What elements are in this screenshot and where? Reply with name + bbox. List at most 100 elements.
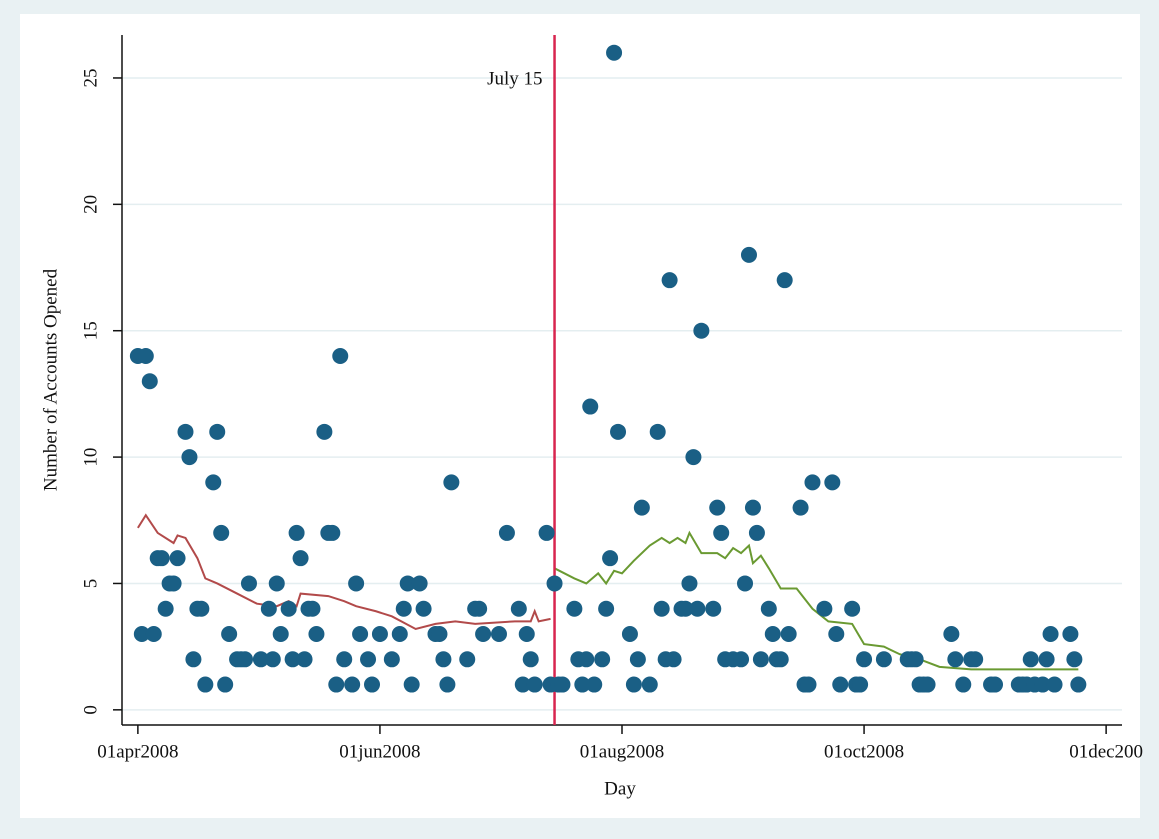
point	[518, 626, 535, 643]
point	[625, 676, 642, 693]
point	[621, 626, 638, 643]
point	[459, 651, 476, 668]
point	[332, 347, 349, 364]
point	[510, 600, 527, 617]
point	[752, 651, 769, 668]
point	[403, 676, 420, 693]
y-tick-label: 10	[80, 448, 101, 467]
point	[296, 651, 313, 668]
point	[185, 651, 202, 668]
point	[594, 651, 611, 668]
point	[435, 651, 452, 668]
point	[633, 499, 650, 516]
point	[852, 676, 869, 693]
point	[1062, 626, 1079, 643]
point	[967, 651, 984, 668]
point	[681, 575, 698, 592]
point	[1046, 676, 1063, 693]
point	[240, 575, 257, 592]
point	[411, 575, 428, 592]
point	[137, 347, 154, 364]
point	[475, 626, 492, 643]
point	[498, 524, 515, 541]
y-tick-label: 15	[80, 321, 101, 340]
point	[598, 600, 615, 617]
point	[955, 676, 972, 693]
x-tick-label: 01dec200	[1069, 741, 1143, 762]
point	[554, 676, 571, 693]
y-tick-label: 5	[80, 579, 101, 589]
point	[324, 524, 341, 541]
point	[352, 626, 369, 643]
trend-line	[137, 513, 551, 631]
point	[217, 676, 234, 693]
point	[391, 626, 408, 643]
point	[165, 575, 182, 592]
point	[360, 651, 377, 668]
point	[344, 676, 361, 693]
point	[709, 499, 726, 516]
point	[856, 651, 873, 668]
y-tick-label: 25	[80, 68, 101, 87]
point	[685, 449, 702, 466]
point	[844, 600, 861, 617]
point	[1070, 676, 1087, 693]
point	[629, 651, 646, 668]
point	[268, 575, 285, 592]
point	[383, 651, 400, 668]
point	[737, 575, 754, 592]
point	[280, 600, 297, 617]
point	[431, 626, 448, 643]
point	[689, 600, 706, 617]
point	[538, 524, 555, 541]
point	[907, 651, 924, 668]
point	[284, 651, 301, 668]
point	[328, 676, 345, 693]
point	[653, 600, 670, 617]
point	[169, 550, 186, 567]
point	[193, 600, 210, 617]
y-tick-label: 0	[80, 705, 101, 715]
point	[649, 423, 666, 440]
point	[364, 676, 380, 693]
point	[875, 651, 892, 668]
point	[221, 626, 238, 643]
point	[713, 524, 730, 541]
point	[153, 550, 170, 567]
point	[260, 600, 277, 617]
point	[947, 651, 964, 668]
point	[665, 651, 682, 668]
point	[987, 676, 1004, 693]
point	[566, 600, 583, 617]
x-axis-label: Day	[604, 778, 636, 799]
point	[439, 676, 456, 693]
point	[832, 676, 849, 693]
point	[443, 474, 460, 491]
point	[733, 651, 750, 668]
x-tick-label: 01aug2008	[580, 741, 664, 762]
point	[574, 676, 591, 693]
point	[395, 600, 412, 617]
point	[1038, 651, 1055, 668]
point	[272, 626, 289, 643]
point	[804, 474, 821, 491]
x-tick-label: 01jun2008	[339, 741, 420, 762]
y-tick-label: 20	[80, 195, 101, 214]
x-tick-label: 01apr2008	[97, 741, 178, 762]
point	[237, 651, 254, 668]
point	[828, 626, 845, 643]
point	[760, 600, 777, 617]
point	[213, 524, 230, 541]
point	[288, 524, 305, 541]
point	[304, 600, 321, 617]
x-tick-label: 01oct2008	[824, 741, 904, 762]
point	[292, 550, 309, 567]
point	[308, 626, 325, 643]
trend-line	[554, 530, 1079, 671]
point	[177, 423, 194, 440]
point	[514, 676, 531, 693]
point	[526, 676, 543, 693]
point	[606, 44, 623, 61]
